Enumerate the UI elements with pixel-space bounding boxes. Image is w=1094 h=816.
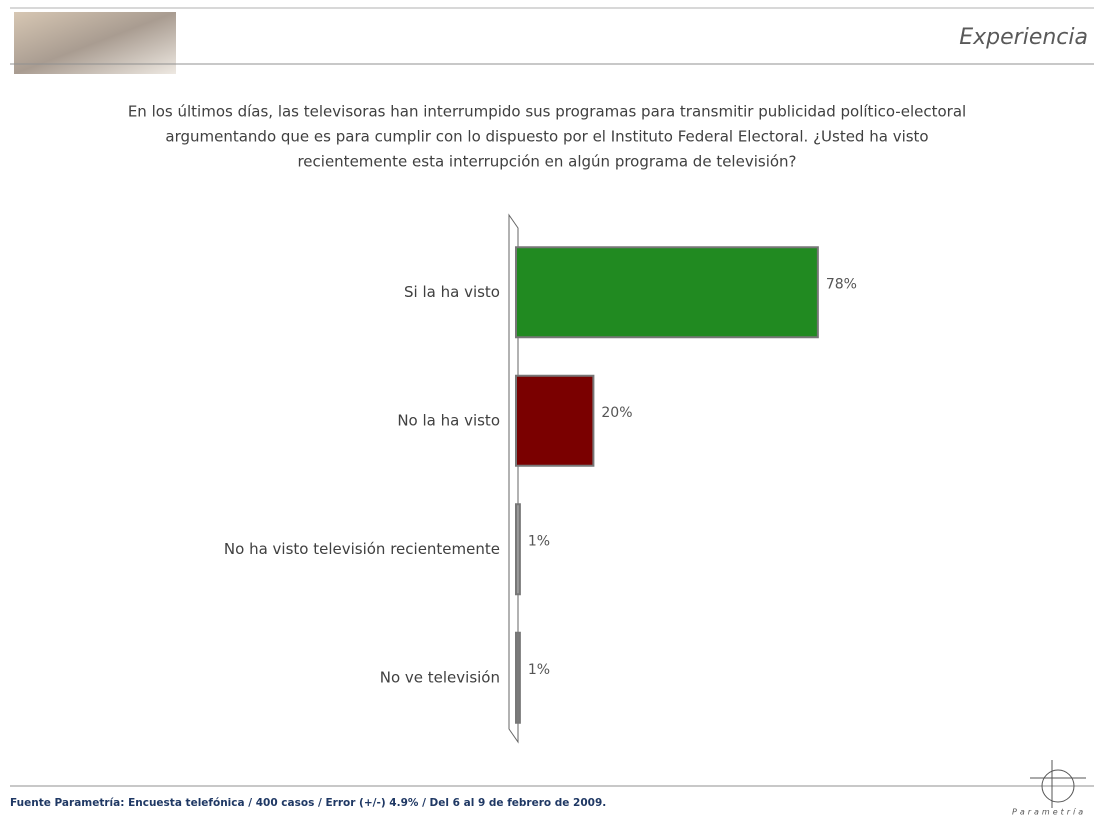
value-label: 1% <box>528 533 550 549</box>
category-label: No ve televisión <box>380 668 500 686</box>
bar <box>515 374 595 467</box>
category-label: Si la ha visto <box>404 283 500 301</box>
logo: Parametría <box>1012 760 1086 816</box>
axis-wall <box>508 213 519 744</box>
question-line: argumentando que es para cumplir con lo … <box>165 128 928 146</box>
bar <box>515 631 521 724</box>
value-label: 1% <box>528 662 550 678</box>
header-photo <box>14 12 176 74</box>
bar <box>515 246 819 339</box>
bar <box>515 503 521 596</box>
footer-source: Fuente Parametría: Encuesta telefónica /… <box>10 797 606 809</box>
category-label: No ha visto televisión recientemente <box>224 540 500 558</box>
category-label: No la ha visto <box>397 411 500 429</box>
header-title: Experiencia <box>959 25 1088 50</box>
question-line: recientemente esta interrupción en algún… <box>297 153 796 171</box>
value-label: 78% <box>826 276 857 292</box>
question-line: En los últimos días, las televisoras han… <box>128 103 966 121</box>
brand: Parametría <box>1012 808 1086 816</box>
value-label: 20% <box>601 405 632 421</box>
